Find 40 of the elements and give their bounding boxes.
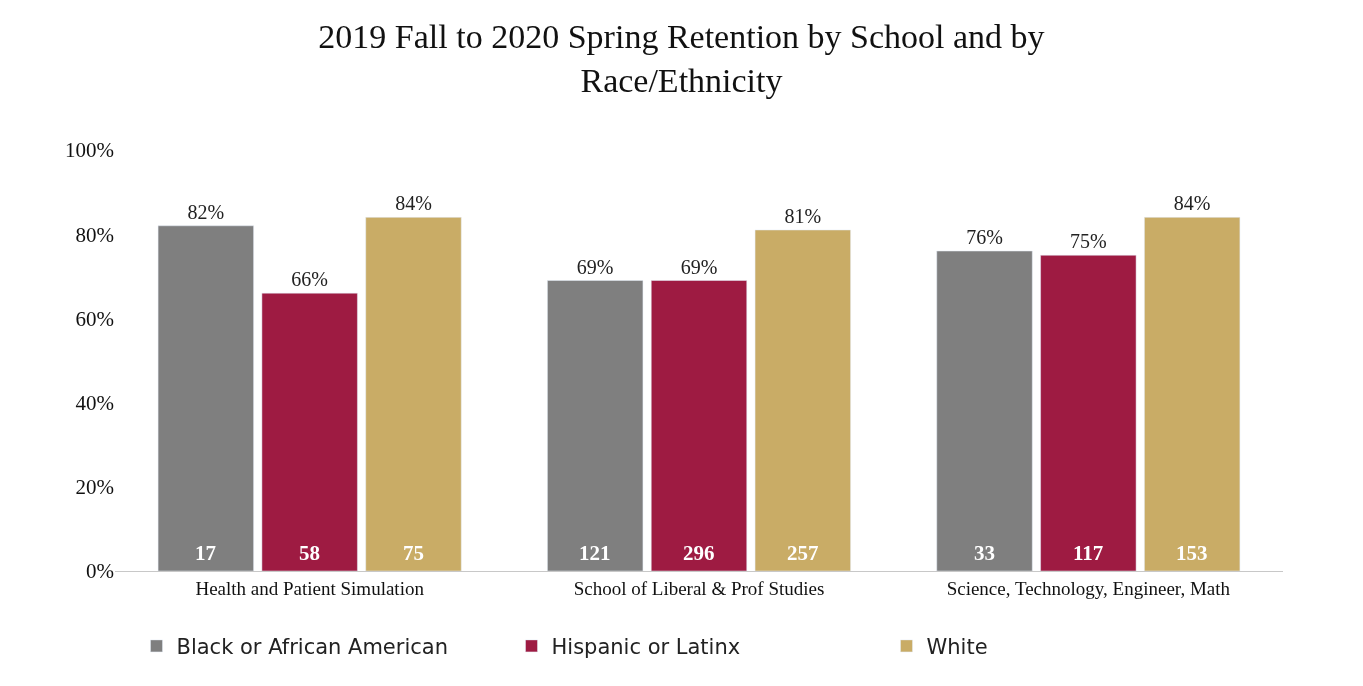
data-label: 76%: [966, 226, 1003, 249]
annotation: 33: [974, 541, 995, 565]
legend-label: Black or African American: [176, 635, 448, 660]
y-tick-label: 60%: [75, 306, 114, 331]
data-label: 81%: [784, 204, 822, 227]
x-tick-label: School of Liberal & Prof Studies: [573, 577, 825, 599]
x-tick-label: Health and Patient Simulation: [195, 577, 425, 599]
data-label: 84%: [1173, 192, 1211, 215]
y-tick-label: 0%: [86, 559, 114, 584]
annotation: 75: [403, 541, 424, 565]
data-label: 66%: [291, 268, 328, 291]
annotation: 257: [787, 541, 819, 565]
chart-title: 2019 Fall to 2020 Spring Retention by School and by Race/Ethnicity: [318, 18, 1045, 100]
annotation: 17: [195, 541, 216, 565]
data-label: 82%: [187, 200, 225, 223]
bar: [365, 217, 462, 571]
annotation: 117: [1073, 541, 1104, 565]
bar: [261, 292, 358, 571]
annotation: 58: [299, 541, 320, 565]
annotation: 153: [1176, 541, 1208, 565]
y-tick-label: 80%: [75, 222, 114, 247]
data-label: 69%: [680, 255, 718, 278]
bar: [1040, 255, 1137, 571]
data-label: 75%: [1070, 230, 1107, 253]
data-label: 69%: [576, 255, 614, 278]
legend-label: Hispanic or Latinx: [551, 635, 741, 660]
legend-label: White: [926, 635, 988, 660]
annotation: 296: [683, 541, 715, 565]
y-tick-label: 100%: [65, 138, 114, 163]
annotation: 121: [579, 541, 611, 565]
bar: [936, 250, 1033, 571]
y-tick-label: 20%: [75, 475, 114, 500]
bar: [650, 280, 748, 571]
data-label: 84%: [395, 192, 432, 215]
x-tick-label: Science, Technology, Engineer, Math: [946, 577, 1231, 599]
bar: [547, 280, 644, 571]
bar: [1144, 217, 1241, 571]
bar: [754, 229, 851, 571]
y-tick-label: 40%: [75, 390, 114, 415]
bar: [157, 225, 254, 571]
